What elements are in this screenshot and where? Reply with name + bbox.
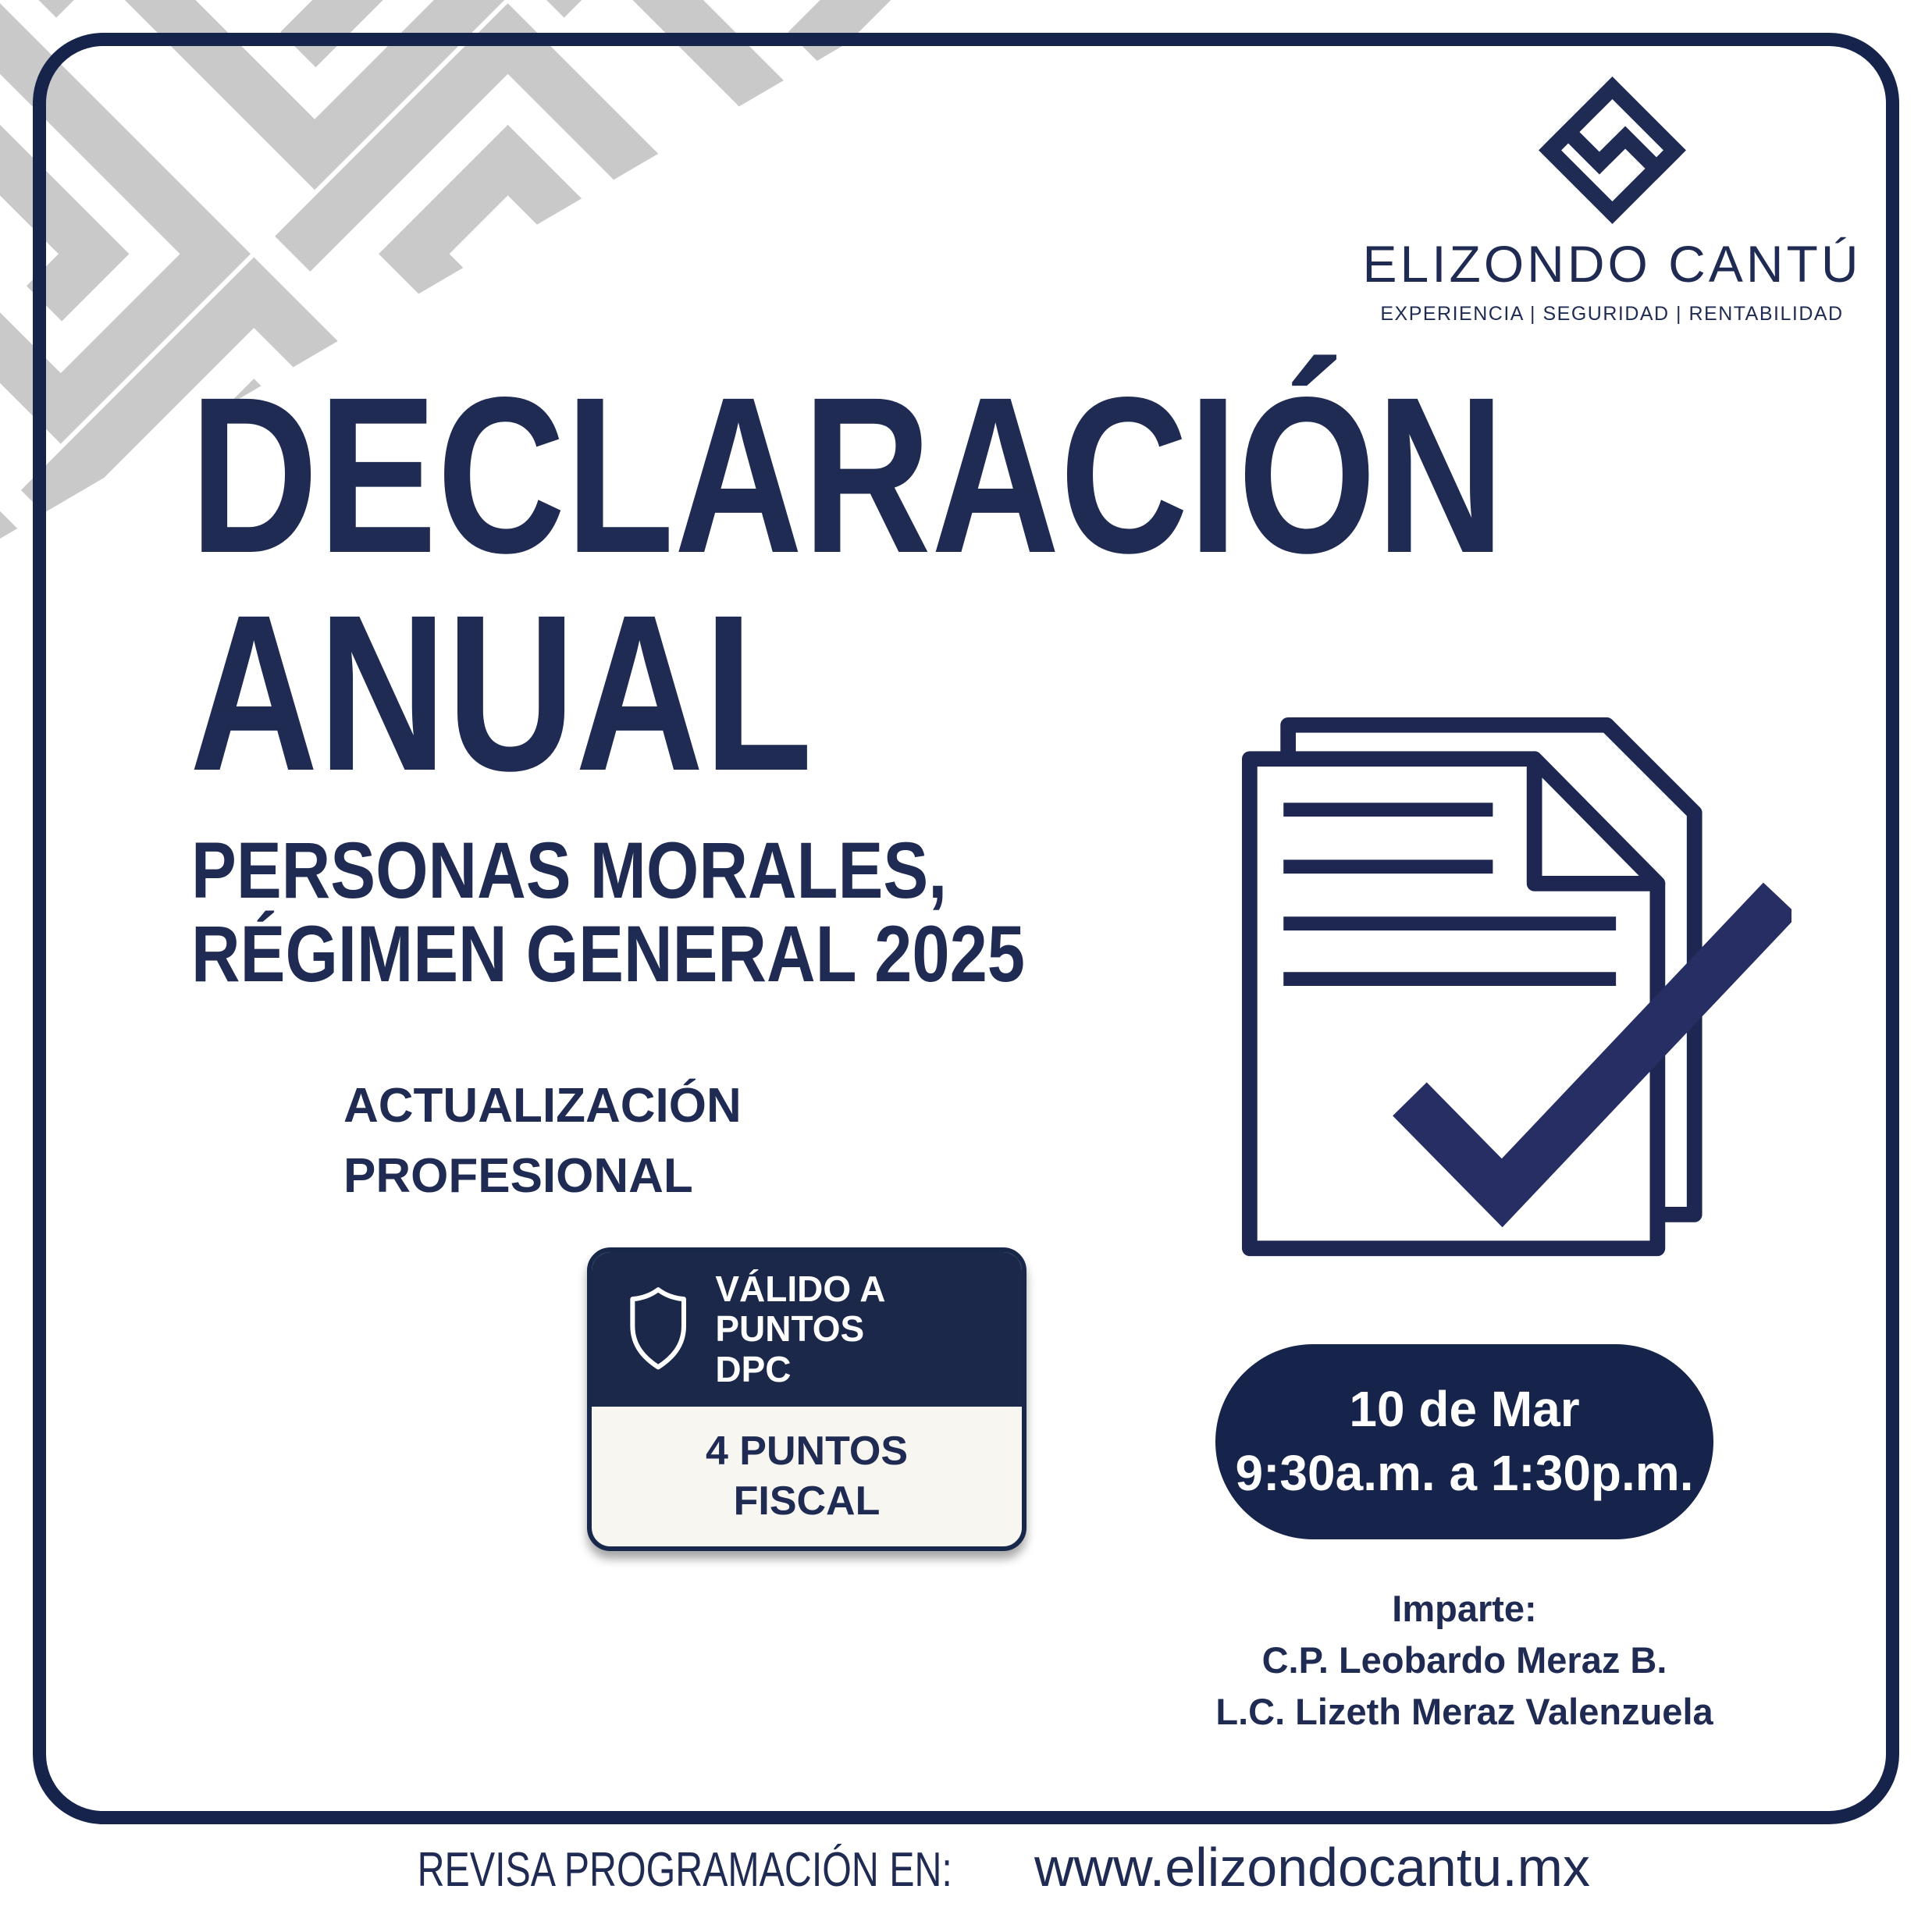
dpc-points-line1: 4 PUNTOS: [705, 1429, 909, 1475]
subtitle-line1: PERSONAS MORALES,: [191, 826, 948, 915]
brand-tagline: EXPERIENCIA | SEGURIDAD | RENTABILIDAD: [1380, 303, 1844, 325]
instructors-block: Imparte: C.P. Leobardo Meraz B. L.C. Liz…: [1195, 1583, 1734, 1737]
instructors-label: Imparte:: [1392, 1588, 1537, 1629]
category-label: ACTUALIZACIÓN PROFESIONAL: [343, 1071, 742, 1212]
brand-logo-icon: [1538, 76, 1686, 224]
dpc-header-line2: DPC: [715, 1348, 792, 1389]
instructor-name: C.P. Leobardo Meraz B.: [1261, 1638, 1667, 1681]
footer-caption: REVISA PROGRAMACIÓN EN: www.elizondocant…: [0, 1836, 1932, 1898]
instructor-name: L.C. Lizeth Meraz Valenzuela: [1215, 1690, 1713, 1732]
schedule-pill: 10 de Mar 9:30a.m. a 1:30p.m.: [1215, 1344, 1713, 1539]
dpc-badge: VÁLIDO A PUNTOS DPC 4 PUNTOS FISCAL: [587, 1247, 1026, 1551]
dpc-points-line2: FISCAL: [733, 1478, 881, 1524]
subtitle: PERSONAS MORALES, RÉGIMEN GENERAL 2025: [191, 826, 1026, 999]
footer-url: www.elizondocantu.mx: [1034, 1837, 1590, 1898]
schedule-date: 10 de Mar: [1349, 1381, 1580, 1438]
subtitle-line2: RÉGIMEN GENERAL 2025: [191, 909, 1026, 999]
frame-border: [33, 33, 1899, 1824]
category-line2: PROFESIONAL: [343, 1148, 693, 1203]
brand-logo-block: ELIZONDO CANTÚ EXPERIENCIA | SEGURIDAD |…: [1327, 74, 1897, 326]
category-line1: ACTUALIZACIÓN: [343, 1079, 742, 1133]
dpc-badge-header-text: VÁLIDO A PUNTOS DPC: [715, 1268, 998, 1390]
shield-icon: [630, 1287, 687, 1370]
page-title-line2: ANUAL: [190, 569, 813, 818]
document-check-icon: [1241, 717, 1791, 1257]
page-title-line1: DECLARACIÓN: [190, 351, 1505, 600]
dpc-badge-header: VÁLIDO A PUNTOS DPC: [592, 1252, 1022, 1407]
dpc-header-line1: VÁLIDO A PUNTOS: [715, 1268, 884, 1350]
page-title: DECLARACIÓN ANUAL: [190, 351, 1505, 818]
dpc-badge-points: 4 PUNTOS FISCAL: [592, 1407, 1022, 1546]
brand-name: ELIZONDO CANTÚ: [1362, 235, 1862, 293]
footer-prefix: REVISA PROGRAMACIÓN EN:: [417, 1843, 952, 1897]
schedule-time: 9:30a.m. a 1:30p.m.: [1235, 1445, 1694, 1501]
